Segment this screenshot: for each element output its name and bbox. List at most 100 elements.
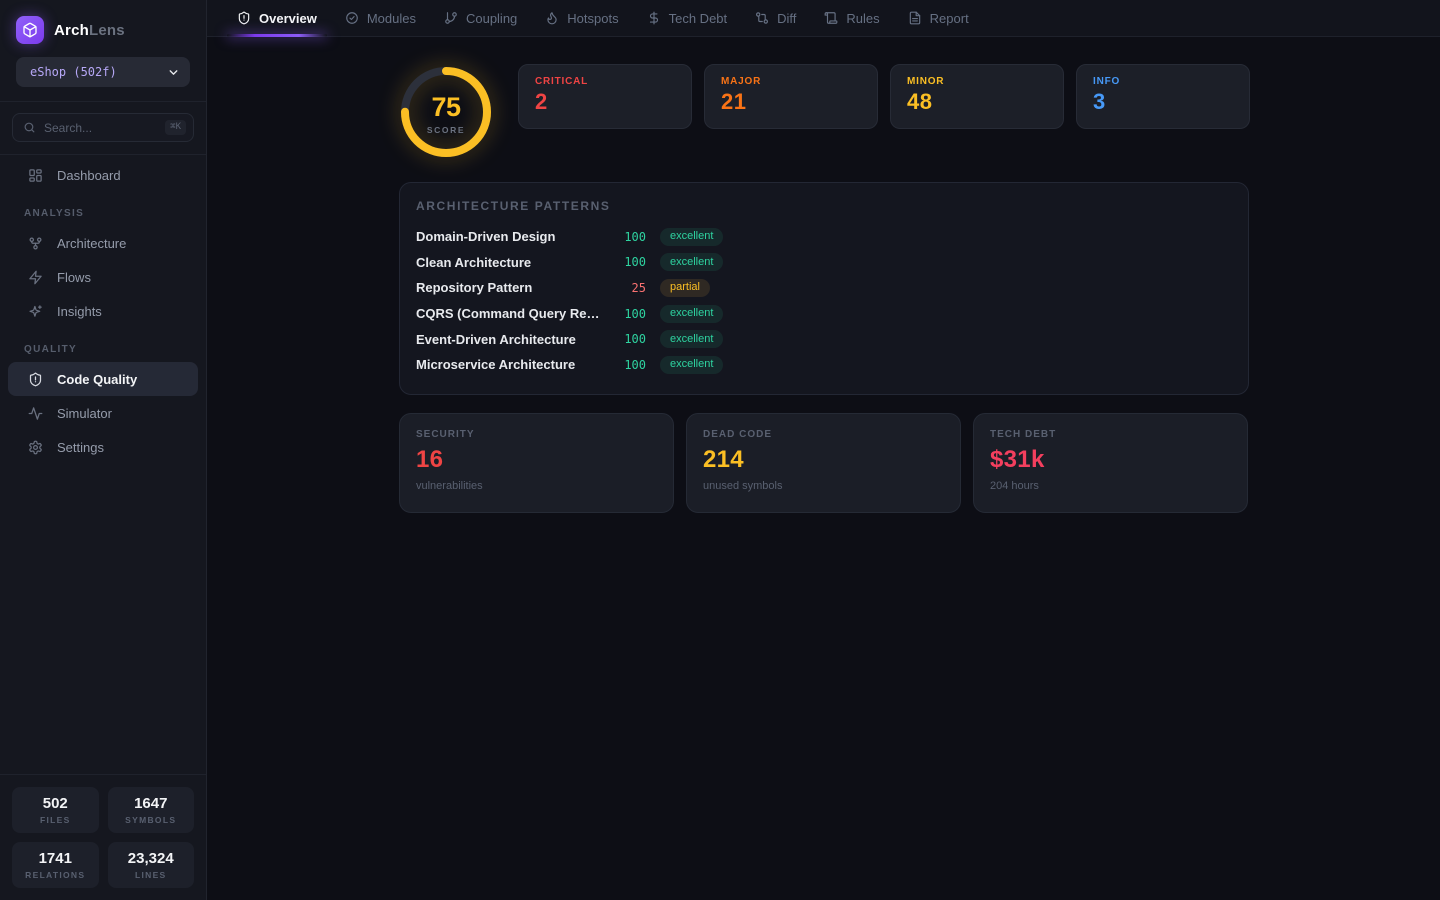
chevron-down-icon — [169, 69, 178, 75]
tab-label: Modules — [366, 10, 416, 26]
severity-label: MAJOR — [721, 76, 762, 87]
metric-label: TECH DEBT — [990, 429, 1057, 440]
metric-sub: 204 hours — [990, 480, 1039, 492]
sidebar-stats: 502 FILES 1647 SYMBOLS 1741 RELATIONS 23… — [0, 774, 206, 900]
metric-label: DEAD CODE — [703, 429, 773, 440]
architecture-patterns-panel: ARCHITECTURE PATTERNS Domain-Driven Desi… — [399, 182, 1249, 395]
score-value: 75 — [431, 92, 461, 122]
metric-sub: vulnerabilities — [416, 480, 483, 492]
stat-symbols: 1647 SYMBOLS — [107, 787, 194, 833]
search-box[interactable]: ⌘K — [12, 113, 194, 142]
sidebar-item-settings[interactable]: Settings — [8, 430, 198, 464]
stat-value: 502 — [42, 795, 68, 812]
severity-label: INFO — [1093, 76, 1121, 87]
stat-label: FILES — [39, 815, 71, 825]
sidebar-item-label: Architecture — [57, 235, 127, 251]
pattern-name: Domain-Driven Design — [416, 229, 556, 245]
pattern-name: Repository Pattern — [416, 280, 533, 296]
pattern-score: 25 — [631, 280, 646, 295]
severity-card-info: INFO 3 — [1076, 64, 1250, 129]
metric-card-tech-debt: TECH DEBT $31k 204 hours — [973, 413, 1248, 513]
metric-sub: unused symbols — [703, 480, 783, 492]
sidebar-section-quality: QUALITY — [24, 344, 77, 355]
sidebar-item-architecture[interactable]: Architecture — [8, 226, 198, 260]
sidebar-item-dashboard[interactable]: Dashboard — [8, 158, 198, 192]
file-text-icon — [909, 11, 920, 25]
stat-lines: 23,324 LINES — [107, 842, 194, 888]
pattern-row: Event-Driven Architecture 100 excellent — [416, 326, 1232, 352]
pattern-row: Domain-Driven Design 100 excellent — [416, 224, 1232, 250]
sparkles-icon — [29, 304, 42, 317]
pattern-row: Microservice Architecture 100 excellent — [416, 352, 1232, 378]
severity-value: 21 — [721, 89, 747, 114]
tab-coupling[interactable]: Coupling — [430, 0, 531, 36]
pattern-name: Microservice Architecture — [416, 357, 576, 373]
metric-value: 214 — [703, 446, 744, 473]
tab-report[interactable]: Report — [894, 0, 983, 36]
stat-label: LINES — [134, 870, 167, 880]
shield-alert-icon — [238, 11, 250, 25]
metric-label: SECURITY — [416, 429, 475, 440]
app-logo-cube-icon — [16, 16, 44, 44]
stat-label: RELATIONS — [25, 870, 86, 880]
hierarchy-icon — [29, 237, 42, 249]
search-input[interactable] — [44, 120, 158, 135]
project-selector[interactable]: eShop (502f) — [16, 57, 190, 87]
sidebar-item-flows[interactable]: Flows — [8, 260, 198, 294]
pattern-status-badge: excellent — [660, 304, 724, 323]
tab-overview[interactable]: Overview — [223, 0, 331, 37]
sidebar-item-code-quality[interactable]: Code Quality — [8, 362, 198, 396]
pattern-row: Repository Pattern 25 partial — [416, 275, 1232, 301]
severity-label: CRITICAL — [535, 76, 589, 87]
tab-diff[interactable]: Diff — [741, 0, 810, 36]
tab-label: Coupling — [465, 10, 518, 26]
dollar-icon — [649, 11, 658, 25]
tab-label: Rules — [846, 10, 880, 26]
tab-label: Report — [929, 10, 969, 26]
severity-label: MINOR — [907, 76, 945, 87]
tab-hotspots[interactable]: Hotspots — [531, 0, 632, 36]
app-title: ArchLens — [54, 21, 125, 39]
stat-files: 502 FILES — [12, 787, 99, 833]
tab-label: Overview — [259, 10, 317, 26]
severity-card-minor: MINOR 48 — [890, 64, 1064, 129]
score-label: SCORE — [426, 125, 466, 135]
stat-relations: 1741 RELATIONS — [12, 842, 99, 888]
top-tab-bar: Overview Modules Coupling Hotspots Tech … — [207, 0, 1440, 37]
divider — [0, 154, 206, 155]
severity-card-major: MAJOR 21 — [704, 64, 878, 129]
severity-cards: CRITICAL 2 MAJOR 21 MINOR 48 INFO 3 — [518, 64, 1250, 129]
sidebar-item-label: Insights — [57, 303, 102, 319]
git-compare-icon — [756, 12, 769, 24]
main-content: 75 SCORE CRITICAL 2 MAJOR 21 MINOR 48 IN… — [207, 37, 1440, 900]
pattern-score: 100 — [624, 229, 646, 244]
gear-icon — [29, 440, 42, 454]
sidebar: ArchLens eShop (502f) ⌘K Dashboard ANALY… — [0, 0, 207, 900]
pattern-row: CQRS (Command Query Re… 100 excellent — [416, 301, 1232, 327]
sidebar-item-label: Settings — [57, 439, 104, 455]
pattern-row: Clean Architecture 100 excellent — [416, 250, 1232, 276]
active-tab-underline — [227, 34, 327, 37]
brand: ArchLens — [0, 0, 206, 57]
stat-value: 23,324 — [127, 850, 174, 867]
severity-value: 2 — [535, 89, 548, 114]
activity-icon — [28, 406, 43, 420]
pattern-name: CQRS (Command Query Re… — [416, 306, 600, 322]
sidebar-item-simulator[interactable]: Simulator — [8, 396, 198, 430]
sidebar-item-insights[interactable]: Insights — [8, 294, 198, 328]
tab-modules[interactable]: Modules — [331, 0, 430, 36]
tab-rules[interactable]: Rules — [810, 0, 893, 36]
tab-label: Tech Debt — [668, 10, 728, 26]
pattern-score: 100 — [624, 255, 646, 270]
tab-label: Diff — [777, 10, 797, 26]
tab-tech-debt[interactable]: Tech Debt — [633, 0, 742, 36]
metric-value: 16 — [416, 446, 444, 473]
stat-value: 1741 — [38, 850, 72, 867]
score-ring: 75 SCORE — [396, 62, 496, 162]
pattern-status-badge: excellent — [660, 355, 724, 374]
sidebar-section-analysis: ANALYSIS — [24, 208, 85, 219]
pattern-status-badge: excellent — [660, 227, 724, 246]
lightning-icon — [29, 270, 42, 284]
pattern-status-badge: excellent — [660, 330, 724, 349]
metric-cards: SECURITY 16 vulnerabilities DEAD CODE 21… — [399, 413, 1248, 513]
